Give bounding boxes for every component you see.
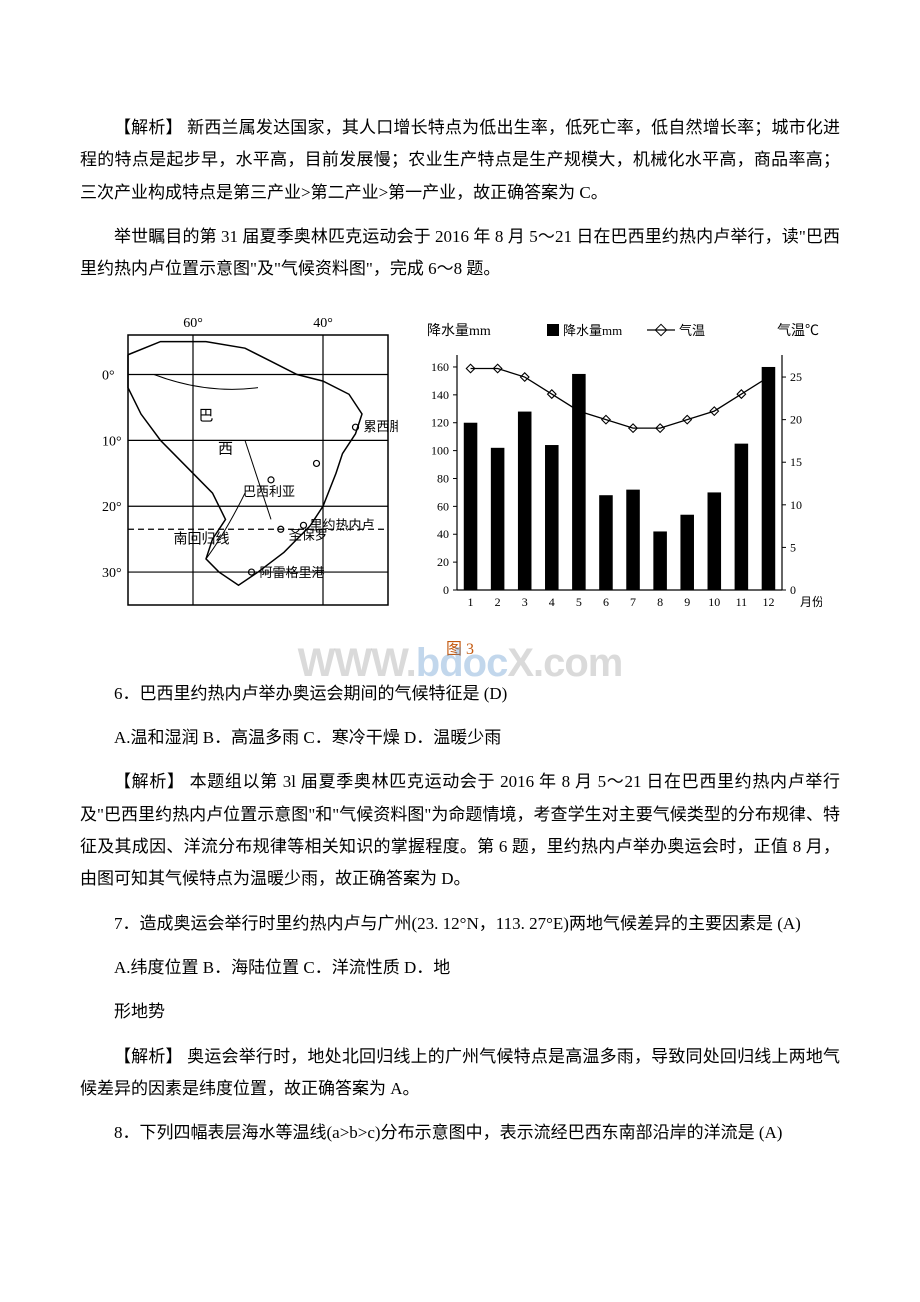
svg-text:月份: 月份 xyxy=(800,595,822,609)
analysis-q7: 【解析】 奥运会举行时，地处北回归线上的广州气候特点是高温多雨，导致同处回归线上… xyxy=(80,1041,840,1106)
svg-text:阿雷格里港: 阿雷格里港 xyxy=(259,566,324,581)
svg-text:5: 5 xyxy=(576,595,582,609)
question-7-options-line2: 形地势 xyxy=(80,996,840,1028)
svg-text:10: 10 xyxy=(790,498,802,512)
svg-text:60°: 60° xyxy=(183,316,203,331)
figure-label: 图 3 xyxy=(446,641,474,658)
svg-text:9: 9 xyxy=(684,595,690,609)
figure-3: 60°40°0°10°20°30°南回归线巴西累西腓巴西利亚里约热内卢圣保罗阿雷… xyxy=(80,305,840,625)
svg-text:10°: 10° xyxy=(102,435,122,450)
svg-text:140: 140 xyxy=(431,388,449,402)
svg-text:0°: 0° xyxy=(102,369,115,384)
svg-text:60: 60 xyxy=(437,500,449,514)
svg-text:12: 12 xyxy=(763,595,775,609)
svg-text:降水量mm: 降水量mm xyxy=(427,323,491,339)
svg-text:2: 2 xyxy=(495,595,501,609)
question-8: 8．下列四幅表层海水等温线(a>b>c)分布示意图中，表示流经巴西东南部沿岸的洋… xyxy=(80,1117,840,1149)
question-6-options: A.温和湿润 B．高温多雨 C．寒冷干燥 D．温暖少雨 xyxy=(80,722,840,754)
analysis-q5: 【解析】 新西兰属发达国家，其人口增长特点为低出生率，低死亡率，低自然增长率；城… xyxy=(80,112,840,209)
svg-text:1: 1 xyxy=(468,595,474,609)
svg-text:圣保罗: 圣保罗 xyxy=(289,528,328,543)
svg-text:气温: 气温 xyxy=(679,323,705,338)
svg-text:10: 10 xyxy=(708,595,720,609)
svg-text:3: 3 xyxy=(522,595,528,609)
svg-text:25: 25 xyxy=(790,371,802,385)
intro-q6-8: 举世瞩目的第 31 届夏季奥林匹克运动会于 2016 年 8 月 5～21 日在… xyxy=(80,221,840,286)
svg-text:40°: 40° xyxy=(313,316,333,331)
svg-text:8: 8 xyxy=(657,595,663,609)
svg-text:30°: 30° xyxy=(102,567,122,582)
svg-text:0: 0 xyxy=(790,583,796,597)
climate-chart: 0204060801001201401600510152025降水量mm气温℃降… xyxy=(402,305,822,625)
svg-text:20: 20 xyxy=(790,413,802,427)
svg-text:4: 4 xyxy=(549,595,555,609)
brazil-map: 60°40°0°10°20°30°南回归线巴西累西腓巴西利亚里约热内卢圣保罗阿雷… xyxy=(98,305,398,625)
svg-text:100: 100 xyxy=(431,444,449,458)
svg-text:15: 15 xyxy=(790,456,802,470)
svg-text:20°: 20° xyxy=(102,501,122,516)
svg-text:累西腓: 累西腓 xyxy=(363,420,398,435)
analysis-q6: 【解析】 本题组以第 3l 届夏季奥林匹克运动会于 2016 年 8 月 5～2… xyxy=(80,766,840,895)
svg-text:120: 120 xyxy=(431,416,449,430)
svg-text:降水量mm: 降水量mm xyxy=(563,323,622,338)
svg-text:南回归线: 南回归线 xyxy=(173,531,229,548)
svg-text:巴: 巴 xyxy=(198,409,213,425)
svg-text:40: 40 xyxy=(437,528,449,542)
svg-text:西: 西 xyxy=(218,442,233,458)
svg-text:气温℃: 气温℃ xyxy=(777,323,819,339)
svg-text:20: 20 xyxy=(437,556,449,570)
svg-text:5: 5 xyxy=(790,541,796,555)
figure-caption: WWW.bdocX.com 图 3 xyxy=(80,635,840,665)
svg-text:巴西利亚: 巴西利亚 xyxy=(243,484,295,499)
svg-text:160: 160 xyxy=(431,360,449,374)
question-7: 7．造成奥运会举行时里约热内卢与广州(23. 12°N，113. 27°E)两地… xyxy=(80,908,840,940)
question-6: 6．巴西里约热内卢举办奥运会期间的气候特征是 (D) xyxy=(80,678,840,710)
svg-text:7: 7 xyxy=(630,595,636,609)
svg-text:0: 0 xyxy=(443,583,449,597)
svg-text:6: 6 xyxy=(603,595,609,609)
svg-text:11: 11 xyxy=(736,595,748,609)
svg-text:80: 80 xyxy=(437,472,449,486)
question-7-options-line1: A.纬度位置 B．海陆位置 C．洋流性质 D．地 xyxy=(80,952,840,984)
